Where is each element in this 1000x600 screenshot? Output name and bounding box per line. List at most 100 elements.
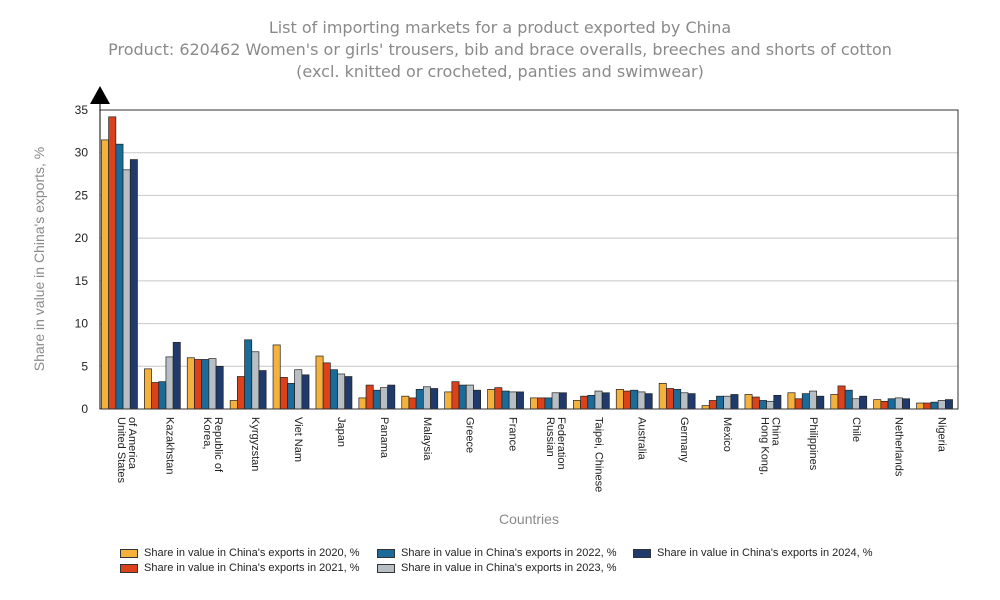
bar xyxy=(201,359,210,410)
bar xyxy=(873,399,882,410)
bar xyxy=(401,395,410,410)
x-tick-label: Germany xyxy=(678,417,690,463)
bar xyxy=(816,395,825,410)
bar xyxy=(229,400,238,410)
bar xyxy=(580,395,589,410)
chart-title-line-3: (excl. knitted or crocheted, panties and… xyxy=(296,62,704,81)
bar xyxy=(902,398,911,410)
x-tick-label: Nigeria xyxy=(936,417,948,453)
chart-title-line-2: Product: 620462 Women's or girls' trouse… xyxy=(108,40,892,59)
bar xyxy=(809,390,818,410)
bar xyxy=(237,376,245,410)
legend-swatch xyxy=(377,563,395,573)
bar xyxy=(415,389,424,410)
axes xyxy=(99,100,959,410)
bar xyxy=(301,374,310,410)
bar xyxy=(587,394,596,410)
bar xyxy=(251,351,260,410)
bar xyxy=(344,376,353,410)
bar xyxy=(944,399,953,410)
bar xyxy=(844,389,853,410)
bar xyxy=(787,392,796,410)
bar xyxy=(101,139,109,410)
bar xyxy=(794,398,803,410)
bar xyxy=(572,400,581,410)
y-tick-labels: 0 5 10 15 20 25 30 35 xyxy=(75,103,89,416)
bar xyxy=(558,392,567,410)
x-tick-label: Mexico xyxy=(721,417,733,452)
bar xyxy=(115,143,124,410)
bar xyxy=(194,359,202,410)
x-tick-label: Hong Kong, xyxy=(758,417,770,475)
legend-swatch xyxy=(633,548,651,558)
bar xyxy=(859,395,868,410)
bar xyxy=(673,389,682,410)
bar xyxy=(744,394,753,410)
bar xyxy=(766,400,775,410)
x-tick-label: France xyxy=(507,417,519,451)
legend-item: Share in value in China's exports in 202… xyxy=(633,547,873,559)
x-tick-label: Taipei, Chinese xyxy=(592,417,604,492)
bar xyxy=(387,384,396,410)
x-tick-labels: United States of America Kazakhstan Korea, R… xyxy=(115,417,948,492)
bar xyxy=(258,370,267,410)
bar xyxy=(487,389,496,410)
y-tick-label: 35 xyxy=(75,103,89,117)
x-tick-label: Japan xyxy=(335,417,347,447)
x-tick-label: Kyrgyzstan xyxy=(249,417,261,471)
bar xyxy=(894,397,903,410)
x-tick-label: Australia xyxy=(635,417,647,461)
x-tick-label: Chile xyxy=(850,417,862,442)
legend-label: Share in value in China's exports in 202… xyxy=(144,547,360,559)
x-tick-label: Philippines xyxy=(807,417,819,471)
bar xyxy=(365,384,374,410)
bars xyxy=(101,116,953,410)
bar xyxy=(851,398,860,410)
bar xyxy=(801,393,810,410)
y-tick-label: 25 xyxy=(75,188,89,202)
bar xyxy=(186,357,195,410)
legend-label: Share in value in China's exports in 202… xyxy=(401,562,617,574)
x-tick-label: Russian xyxy=(544,417,556,457)
bar xyxy=(930,401,939,410)
x-tick-label: Netherlands xyxy=(893,417,905,477)
bar xyxy=(494,387,503,410)
legend-item: Share in value in China's exports in 202… xyxy=(120,562,360,574)
legend-item: Share in value in China's exports in 202… xyxy=(377,562,617,574)
bar xyxy=(423,386,431,410)
bar xyxy=(723,395,732,410)
legend-label: Share in value in China's exports in 202… xyxy=(657,547,873,559)
bar xyxy=(923,402,932,410)
x-tick-label: China xyxy=(769,417,781,447)
plot-frame xyxy=(99,109,959,410)
bar xyxy=(623,390,632,410)
bar xyxy=(615,389,624,410)
bar xyxy=(687,393,696,410)
x-tick-label: Panama xyxy=(378,417,390,459)
bar xyxy=(108,116,117,410)
bar xyxy=(658,383,667,410)
y-tick-label: 0 xyxy=(81,402,88,416)
bar xyxy=(716,395,725,410)
legend-swatch xyxy=(120,548,138,558)
bar xyxy=(837,385,846,410)
bar xyxy=(451,381,460,410)
bar xyxy=(708,400,717,410)
legend-label: Share in value in China's exports in 202… xyxy=(144,562,360,574)
bar xyxy=(408,397,417,410)
bar xyxy=(337,373,346,410)
bar xyxy=(530,397,539,410)
y-axis-arrow-icon xyxy=(90,86,110,104)
y-tick-label: 5 xyxy=(81,359,88,373)
bar xyxy=(701,405,710,410)
x-tick-label: Viet Nam xyxy=(292,417,304,462)
x-tick-label: Kazakhstan xyxy=(163,417,175,474)
bar xyxy=(287,383,296,410)
bar xyxy=(644,393,653,410)
bar xyxy=(380,387,389,410)
bar xyxy=(601,392,610,410)
bar xyxy=(880,400,889,410)
bar xyxy=(830,394,839,410)
bar xyxy=(887,398,896,410)
bar xyxy=(215,365,224,410)
